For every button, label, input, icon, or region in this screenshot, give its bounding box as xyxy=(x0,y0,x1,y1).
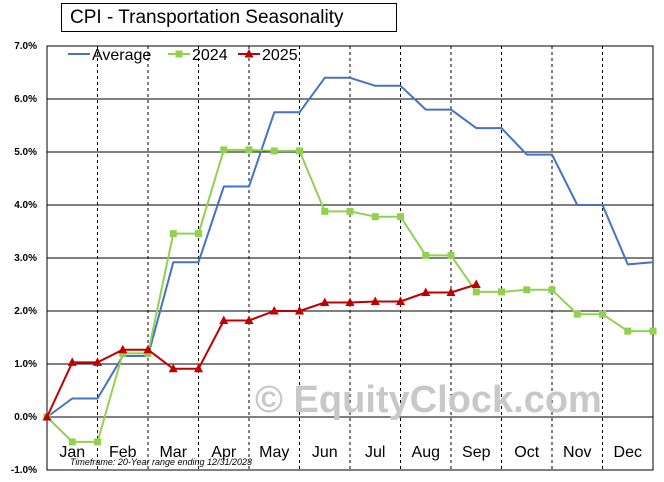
legend-marker-2024 xyxy=(175,50,183,58)
x-tick-label: Apr xyxy=(211,444,237,461)
legend: Average 2024 2025 xyxy=(68,47,298,64)
data-point-2024 xyxy=(548,286,556,294)
data-point-2024 xyxy=(68,438,76,446)
data-point-2024 xyxy=(523,286,531,294)
chart-title: CPI - Transportation Seasonality xyxy=(61,3,397,32)
data-point-2025 xyxy=(370,296,380,305)
data-point-2025 xyxy=(168,363,178,373)
data-point-2024 xyxy=(195,230,202,238)
y-tick-label: 0.0% xyxy=(14,412,37,423)
series-line-2025 xyxy=(46,283,477,418)
y-tick-label: 6.0% xyxy=(14,94,37,105)
x-tick-label: May xyxy=(259,444,289,461)
y-tick-label: 7.0% xyxy=(14,41,37,52)
data-point-2025 xyxy=(67,357,77,366)
data-point-2024 xyxy=(119,349,127,357)
x-tick-label: Feb xyxy=(109,444,137,461)
data-point-2024 xyxy=(447,251,455,259)
data-point-2024 xyxy=(371,213,379,221)
data-point-2024 xyxy=(321,207,329,215)
data-point-2025 xyxy=(219,315,229,325)
data-point-2025 xyxy=(118,344,128,354)
data-point-2025 xyxy=(143,344,153,354)
x-tick-label: Oct xyxy=(514,444,539,461)
data-point-2024 xyxy=(397,213,404,221)
data-point-2025 xyxy=(269,306,279,315)
data-point-2025 xyxy=(471,279,481,288)
y-tick-label: 5.0% xyxy=(14,147,37,158)
data-point-2024 xyxy=(624,327,632,335)
x-tick-label: Jan xyxy=(59,444,85,461)
data-point-2024 xyxy=(270,147,278,155)
y-tick-label: 1.0% xyxy=(14,359,37,370)
series-layer xyxy=(42,76,657,446)
x-tick-label: Dec xyxy=(614,444,642,461)
data-point-2024 xyxy=(245,146,253,154)
data-point-2024 xyxy=(498,288,505,296)
data-point-2024 xyxy=(472,288,480,296)
x-tick-label: Aug xyxy=(412,444,440,461)
x-tick-label: Mar xyxy=(159,444,187,461)
data-point-2025 xyxy=(244,315,254,325)
x-tick-label: Jun xyxy=(312,444,338,461)
y-tick-label: 2.0% xyxy=(14,306,37,317)
data-point-2024 xyxy=(649,327,657,335)
data-point-2024 xyxy=(220,146,228,154)
data-point-2024 xyxy=(573,310,581,318)
y-tick-label: 3.0% xyxy=(14,253,37,264)
data-point-2024 xyxy=(169,230,177,238)
watermark: © EquityClock.com xyxy=(255,379,602,421)
legend-label-average: Average xyxy=(92,47,151,64)
legend-label-2025: 2025 xyxy=(262,47,298,64)
data-point-2025 xyxy=(421,287,431,296)
y-tick-label: -1.0% xyxy=(11,465,37,476)
data-point-2024 xyxy=(144,349,152,357)
data-point-2024 xyxy=(422,251,430,259)
data-point-2025 xyxy=(345,297,355,307)
timeframe-footnote: Timeframe: 20-Year range ending 12/31/20… xyxy=(70,457,253,467)
gridlines xyxy=(47,45,653,471)
legend-marker-2025 xyxy=(244,49,254,58)
data-point-2024 xyxy=(94,438,101,446)
data-point-2024 xyxy=(346,207,354,215)
data-point-2025 xyxy=(295,306,304,315)
data-point-2025 xyxy=(93,357,102,366)
x-tick-label: Sep xyxy=(462,444,491,461)
legend-label-2024: 2024 xyxy=(192,47,228,64)
x-axis-ticks: Jan Feb Mar Apr May Jun Jul Aug Sep Oct Nov Dec xyxy=(59,444,642,461)
x-tick-label: Jul xyxy=(365,444,385,461)
watermark-text: © EquityClock.com xyxy=(255,379,602,421)
data-point-2024 xyxy=(296,147,303,155)
data-point-2025 xyxy=(320,297,330,307)
data-point-2025 xyxy=(42,412,52,421)
y-tick-label: 4.0% xyxy=(14,200,37,211)
data-point-2025 xyxy=(396,296,405,305)
x-tick-label: Nov xyxy=(563,444,591,461)
data-point-2025 xyxy=(194,363,203,373)
y-axis-ticks: -1.0% 0.0% 1.0% 2.0% 3.0% 4.0% 5.0% 6.0% 7.0% xyxy=(11,41,37,476)
data-point-2024 xyxy=(599,310,606,318)
data-point-2025 xyxy=(446,287,456,296)
